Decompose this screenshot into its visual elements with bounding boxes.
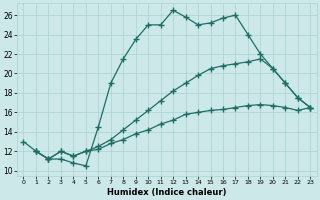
X-axis label: Humidex (Indice chaleur): Humidex (Indice chaleur) — [107, 188, 227, 197]
